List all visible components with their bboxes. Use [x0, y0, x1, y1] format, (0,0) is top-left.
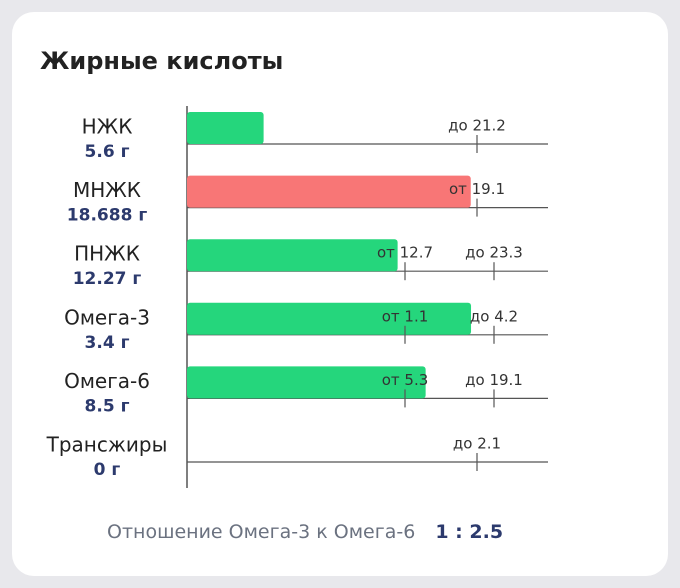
norm-label: от 1.1: [382, 307, 429, 325]
bar: [187, 175, 471, 208]
value-label: 12.27 г: [73, 269, 142, 289]
norm-label: до 2.1: [453, 435, 501, 453]
bar: [187, 366, 426, 399]
norm-label: до 19.1: [465, 371, 523, 389]
norm-label: от 12.7: [377, 244, 433, 262]
norm-label: от 5.3: [382, 371, 429, 389]
norm-label: до 23.3: [465, 244, 523, 262]
value-label: 3.4 г: [85, 333, 130, 353]
norm-label: от 19.1: [449, 180, 505, 198]
card: [12, 12, 668, 576]
category-label: МНЖК: [73, 178, 141, 202]
chart-title: Жирные кислоты: [40, 47, 283, 75]
value-label: 5.6 г: [85, 142, 130, 162]
ratio-label: Отношение Омега-3 к Омега-6: [107, 521, 415, 543]
ratio-value: 1 : 2.5: [435, 521, 503, 543]
norm-label: до 4.2: [470, 307, 518, 325]
category-label: Омега-6: [64, 369, 150, 393]
value-label: 0 г: [94, 460, 121, 480]
category-label: ПНЖК: [74, 242, 140, 266]
ratio-footer: Отношение Омега-3 к Омега-6 1 : 2.5: [107, 521, 503, 543]
value-label: 8.5 г: [85, 396, 130, 416]
value-label: 18.688 г: [67, 206, 148, 226]
norm-label: до 21.2: [448, 117, 506, 135]
category-label: Трансжиры: [46, 433, 168, 457]
category-label: Омега-3: [64, 305, 150, 329]
bar: [187, 239, 398, 272]
category-label: НЖК: [82, 115, 133, 139]
bar: [187, 112, 264, 144]
bar: [187, 302, 472, 335]
